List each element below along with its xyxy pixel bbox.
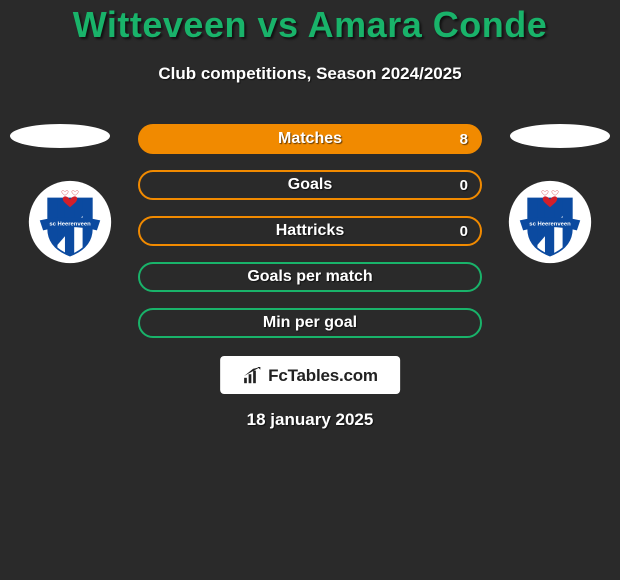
- site-badge-text: FcTables.com: [268, 366, 378, 386]
- stats-container: Matches 8 Goals 0 Hattricks 0 Goals per match M…: [138, 124, 482, 354]
- stat-value-right: 0: [460, 177, 468, 194]
- stat-label: Min per goal: [263, 314, 357, 332]
- club-badge-left: sc Heerenveen: [28, 180, 112, 264]
- stat-bar: Matches 8: [138, 124, 482, 154]
- svg-text:sc Heerenveen: sc Heerenveen: [529, 221, 571, 227]
- stat-label: Goals per match: [247, 268, 372, 286]
- stat-bar: Hattricks 0: [138, 216, 482, 246]
- club-badge-right: sc Heerenveen: [508, 180, 592, 264]
- page-title: Witteveen vs Amara Conde: [0, 0, 620, 46]
- svg-text:sc Heerenveen: sc Heerenveen: [49, 221, 91, 227]
- stat-bar: Goals 0: [138, 170, 482, 200]
- stats-icon: [242, 367, 264, 385]
- stat-bar: Min per goal: [138, 308, 482, 338]
- stat-label: Hattricks: [276, 222, 344, 240]
- date-text: 18 january 2025: [0, 410, 620, 430]
- stat-bar: Goals per match: [138, 262, 482, 292]
- stat-value-right: 8: [460, 131, 468, 148]
- subtitle: Club competitions, Season 2024/2025: [0, 64, 620, 84]
- stat-label: Matches: [278, 130, 342, 148]
- player-photo-left: [10, 124, 110, 148]
- stat-label: Goals: [288, 176, 332, 194]
- player-photo-right: [510, 124, 610, 148]
- site-badge: FcTables.com: [220, 356, 400, 394]
- stat-value-right: 0: [460, 223, 468, 240]
